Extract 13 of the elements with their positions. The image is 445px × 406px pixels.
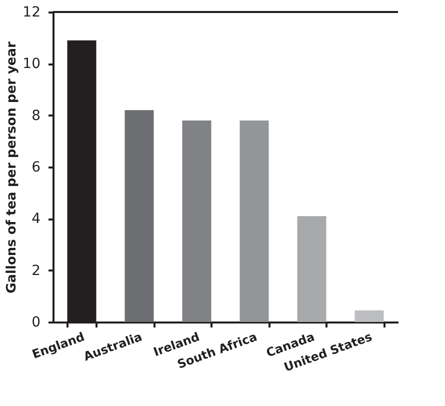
y-tick-label: 10 [22, 56, 40, 72]
bar [124, 110, 154, 322]
y-axis-title: Gallons of tea per person per year [4, 41, 20, 294]
y-tick-label: 4 [32, 211, 41, 228]
y-tick-label: 8 [32, 108, 40, 124]
bar [354, 310, 384, 322]
bar [240, 120, 269, 322]
bar [297, 216, 326, 322]
y-tick-label: 12 [22, 4, 40, 20]
y-tick-label: 6 [32, 160, 41, 176]
y-tick-label: 0 [32, 314, 40, 330]
bar [182, 120, 212, 322]
y-tick-label: 2 [32, 262, 40, 279]
